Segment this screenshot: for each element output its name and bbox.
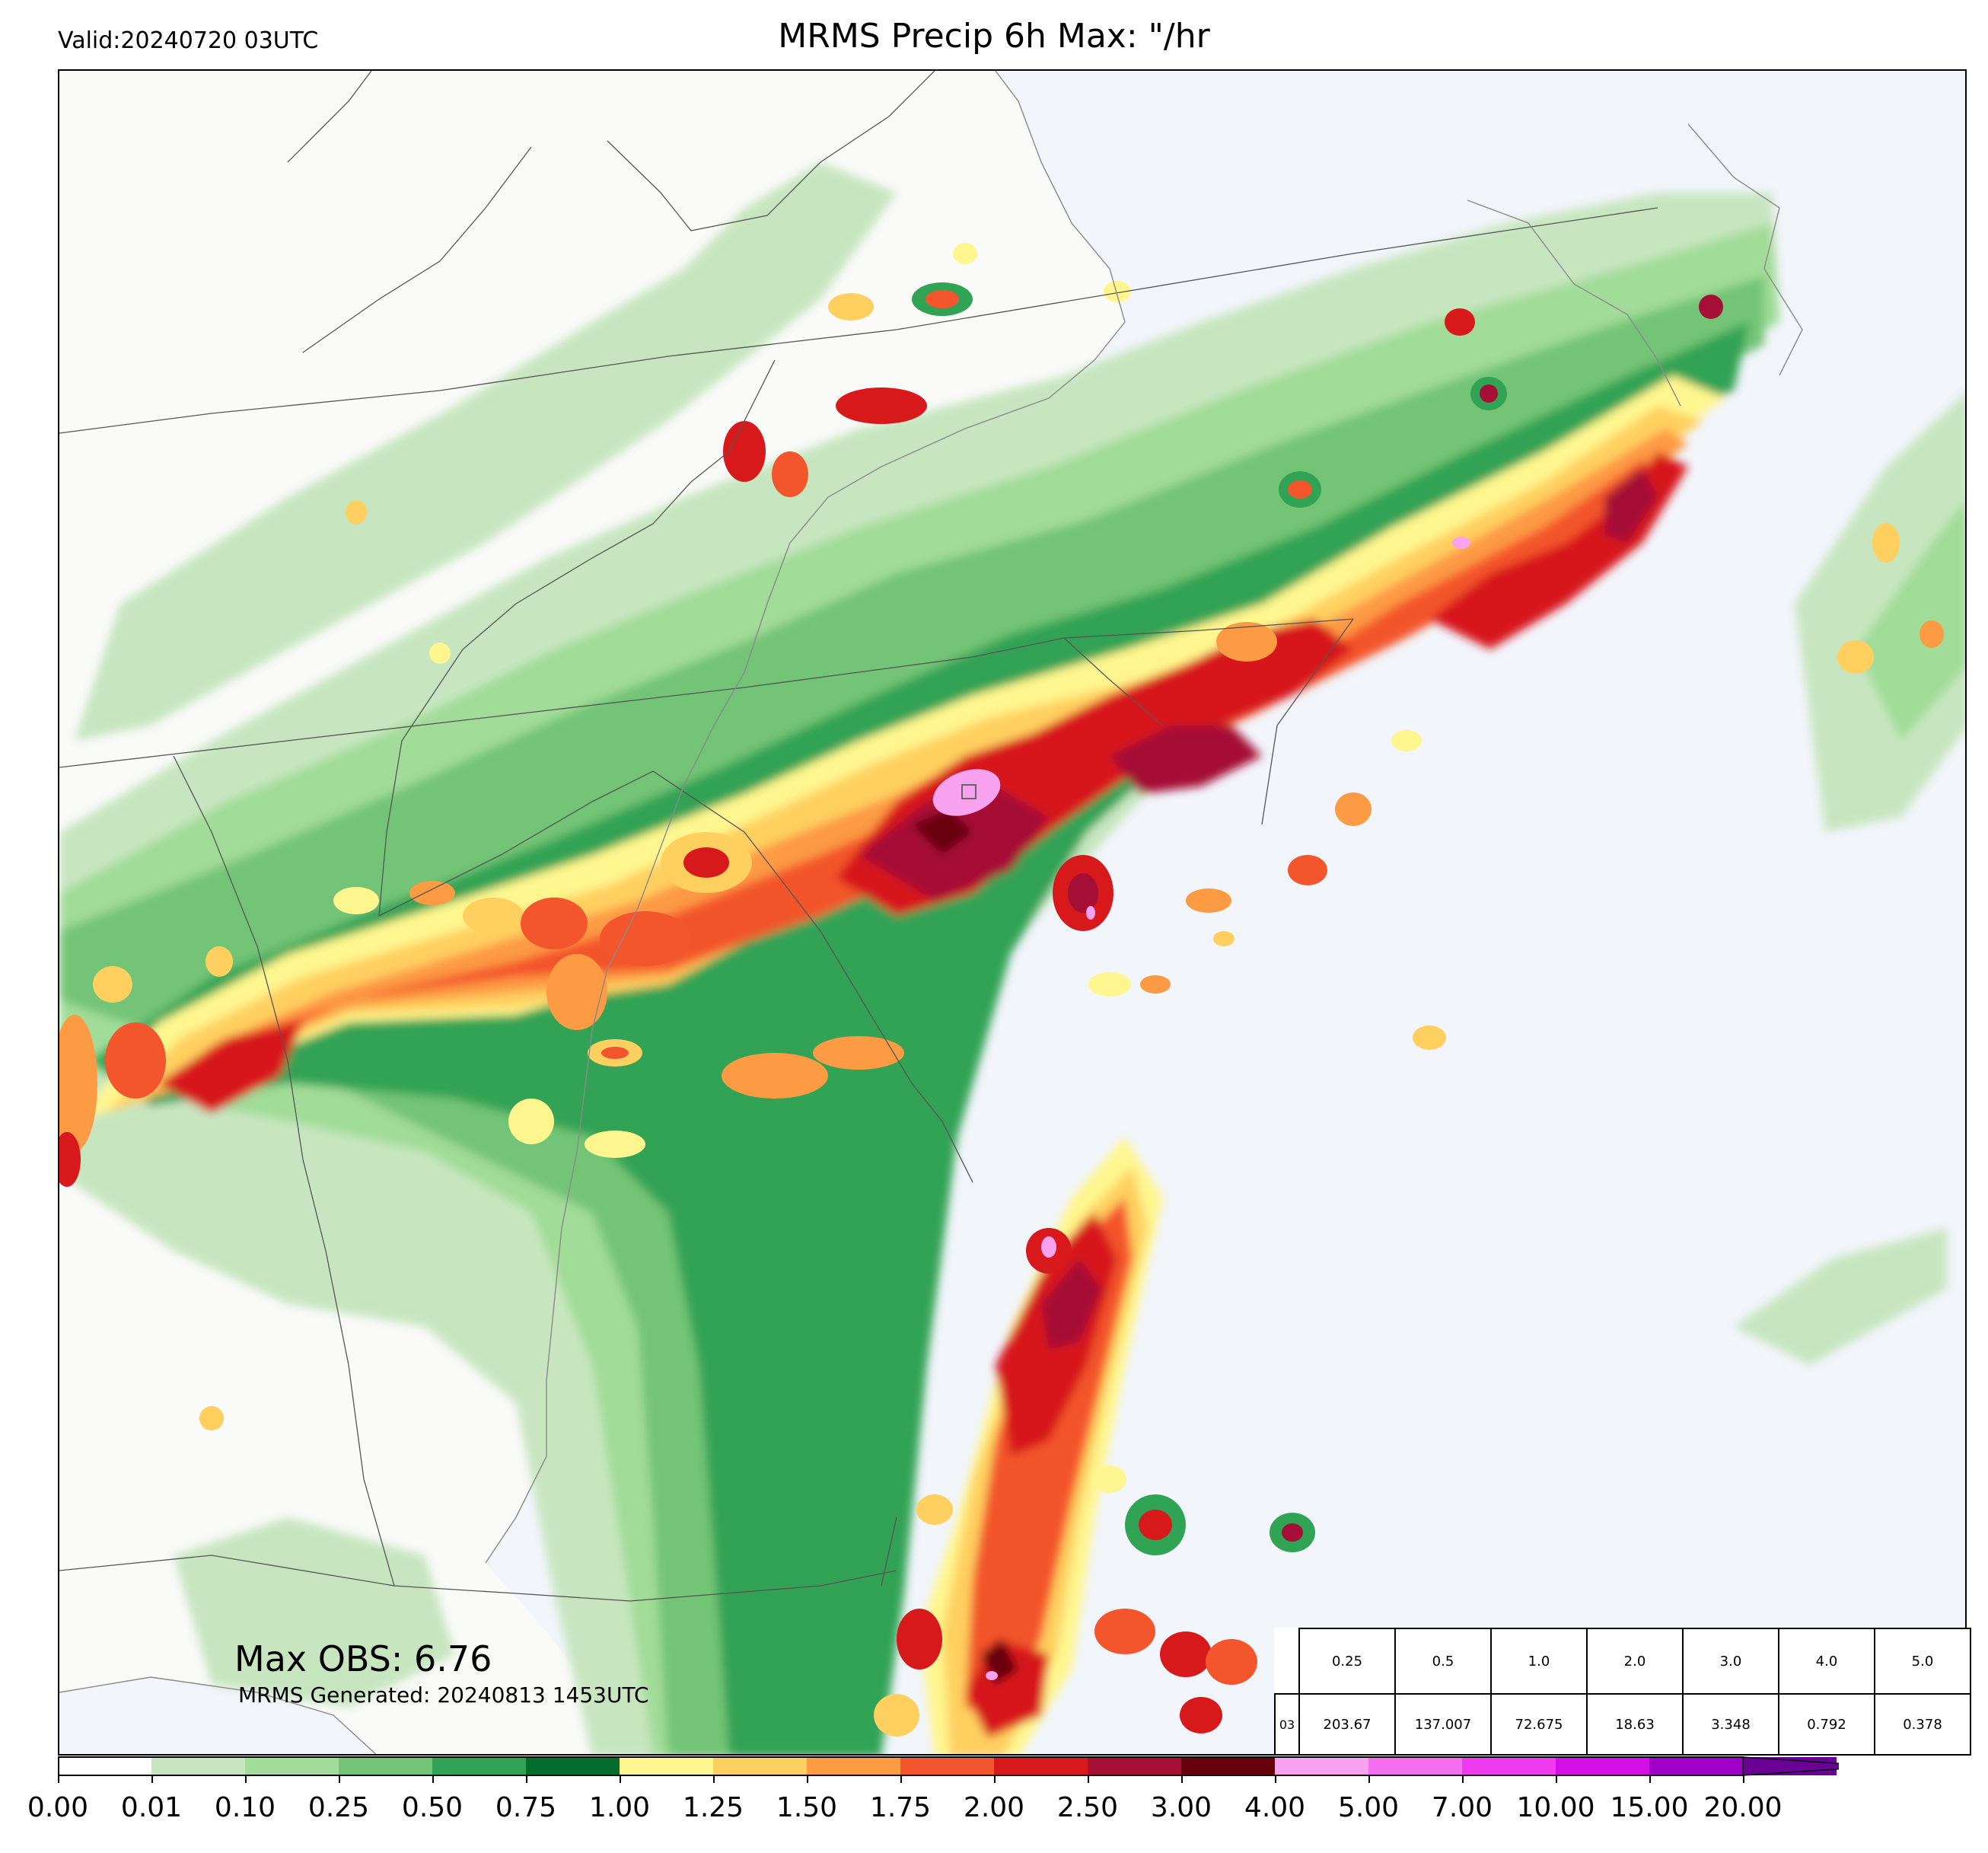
value-cell: 18.63: [1586, 1693, 1684, 1756]
colorbar-swatch: [620, 1757, 713, 1775]
colorbar-swatch: [1556, 1757, 1649, 1775]
threshold-cell: 3.0: [1682, 1628, 1779, 1695]
colorbar-swatch: [1088, 1757, 1181, 1775]
colorbar-swatch: [526, 1757, 620, 1775]
corner-cell: [1275, 1628, 1300, 1694]
colorbar-swatch: [900, 1757, 994, 1775]
colorbar-swatch: [432, 1757, 526, 1775]
colorbar-ticks: 0.00 0.01 0.10 0.25 0.50 0.75 1.00 1.25 1.50 1.75…: [0, 1792, 1988, 1830]
map-title: MRMS Precip 6h Max: "/hr: [778, 17, 1210, 56]
precip-fields: [59, 162, 1965, 1754]
colorbar-swatch: [713, 1757, 807, 1775]
colorbar: [58, 1756, 1839, 1783]
colorbar-tick-label: 1.25: [682, 1792, 744, 1823]
colorbar-tick-label: 1.75: [869, 1792, 932, 1823]
threshold-cell: 2.0: [1586, 1628, 1684, 1695]
threshold-cell: 4.0: [1778, 1628, 1875, 1695]
max-core: [932, 537, 1470, 816]
precip-cells: [59, 243, 1944, 1737]
row-label-cell: 03: [1274, 1693, 1300, 1756]
colorbar-swatch: [58, 1757, 151, 1775]
value-cell: 137.007: [1394, 1693, 1492, 1756]
colorbar-tick-label: 1.50: [776, 1792, 838, 1823]
colorbar-tick-label: 0.10: [214, 1792, 276, 1823]
colorbar-swatch: [807, 1757, 900, 1775]
threshold-stats-table: 0.25 0.5 1.0 2.0 3.0 4.0 5.0 03 203.67 1…: [1274, 1628, 1971, 1756]
colorbar-tick-label: 0.25: [307, 1792, 370, 1823]
colorbar-swatch: [994, 1757, 1088, 1775]
threshold-cell: 5.0: [1874, 1628, 1971, 1695]
colorbar-tick-label: 1.00: [588, 1792, 651, 1823]
colorbar-tick-label: 20.00: [1703, 1792, 1783, 1823]
value-cell: 3.348: [1682, 1693, 1779, 1756]
coastline: [59, 71, 1803, 1754]
colorbar-tick-label: 0.01: [120, 1792, 183, 1823]
threshold-value-row: 03 203.67 137.007 72.675 18.63 3.348 0.7…: [1274, 1693, 1971, 1756]
colorbar-swatch: [1649, 1757, 1743, 1775]
value-cell: 72.675: [1490, 1693, 1588, 1756]
colorbar-tick-label: 2.00: [963, 1792, 1025, 1823]
threshold-cell: 0.5: [1394, 1628, 1492, 1695]
value-cell: 0.378: [1874, 1693, 1971, 1756]
state-borders: [59, 71, 1658, 1602]
map-canvas: [59, 71, 1965, 1754]
max-obs-label: Max OBS: 6.76: [234, 1638, 492, 1679]
colorbar-swatch: [245, 1757, 339, 1775]
colorbar-tick-label: 0.00: [27, 1792, 89, 1823]
colorbar-tick-label: 10.00: [1516, 1792, 1595, 1823]
colorbar-tick-label: 15.00: [1610, 1792, 1689, 1823]
colorbar-tick-label: 2.50: [1056, 1792, 1119, 1823]
colorbar-tick-label: 4.00: [1244, 1792, 1306, 1823]
colorbar-swatch: [1275, 1757, 1368, 1775]
gulf-water: [59, 1677, 376, 1754]
colorbar-swatch: [1181, 1757, 1275, 1775]
colorbar-swatch: [339, 1757, 432, 1775]
generated-label: MRMS Generated: 20240813 1453UTC: [238, 1682, 649, 1708]
colorbar-tick-label: 0.50: [401, 1792, 464, 1823]
colorbar-swatch: [1368, 1757, 1462, 1775]
colorbar-tick-label: 0.75: [495, 1792, 557, 1823]
valid-time: Valid:20240720 03UTC: [58, 27, 319, 54]
colorbar-swatch: [1462, 1757, 1556, 1775]
value-cell: 0.792: [1778, 1693, 1875, 1756]
colorbar-tick-label: 3.00: [1150, 1792, 1212, 1823]
colorbar-tick-label: 5.00: [1337, 1792, 1400, 1823]
threshold-cell: 1.0: [1490, 1628, 1588, 1695]
colorbar-swatch: [151, 1757, 245, 1775]
threshold-header-row: 0.25 0.5 1.0 2.0 3.0 4.0 5.0: [1275, 1628, 1971, 1695]
precip-map: [58, 69, 1967, 1756]
value-cell: 203.67: [1298, 1693, 1396, 1756]
threshold-cell: 0.25: [1298, 1628, 1396, 1695]
colorbar-tick-label: 7.00: [1431, 1792, 1493, 1823]
